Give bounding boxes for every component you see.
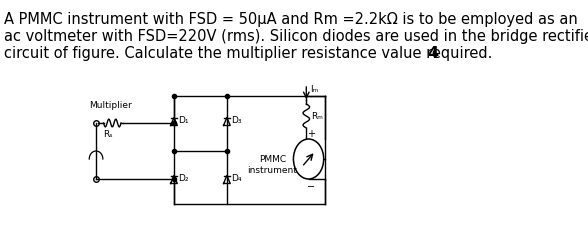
Text: +: + <box>307 128 315 138</box>
Text: Rₘ: Rₘ <box>312 112 323 121</box>
Text: Multiplier: Multiplier <box>89 101 132 109</box>
Text: 4: 4 <box>427 46 439 61</box>
Text: D₂: D₂ <box>178 173 189 182</box>
Text: ac voltmeter with FSD=220V (rms). Silicon diodes are used in the bridge rectifie: ac voltmeter with FSD=220V (rms). Silico… <box>4 29 588 44</box>
Text: D₄: D₄ <box>231 173 242 182</box>
Text: PMMC
instrument: PMMC instrument <box>248 154 297 174</box>
Text: D₁: D₁ <box>178 115 189 124</box>
Text: circuit of figure. Calculate the multiplier resistance value required.: circuit of figure. Calculate the multipl… <box>4 46 492 61</box>
Text: −: − <box>307 181 315 191</box>
Circle shape <box>293 139 323 179</box>
Text: Iₘ: Iₘ <box>310 84 318 93</box>
Text: A PMMC instrument with FSD = 50μA and Rm =2.2kΩ is to be employed as an: A PMMC instrument with FSD = 50μA and Rm… <box>4 12 577 27</box>
Text: Rₛ: Rₛ <box>103 129 113 138</box>
Text: D₃: D₃ <box>231 115 242 124</box>
